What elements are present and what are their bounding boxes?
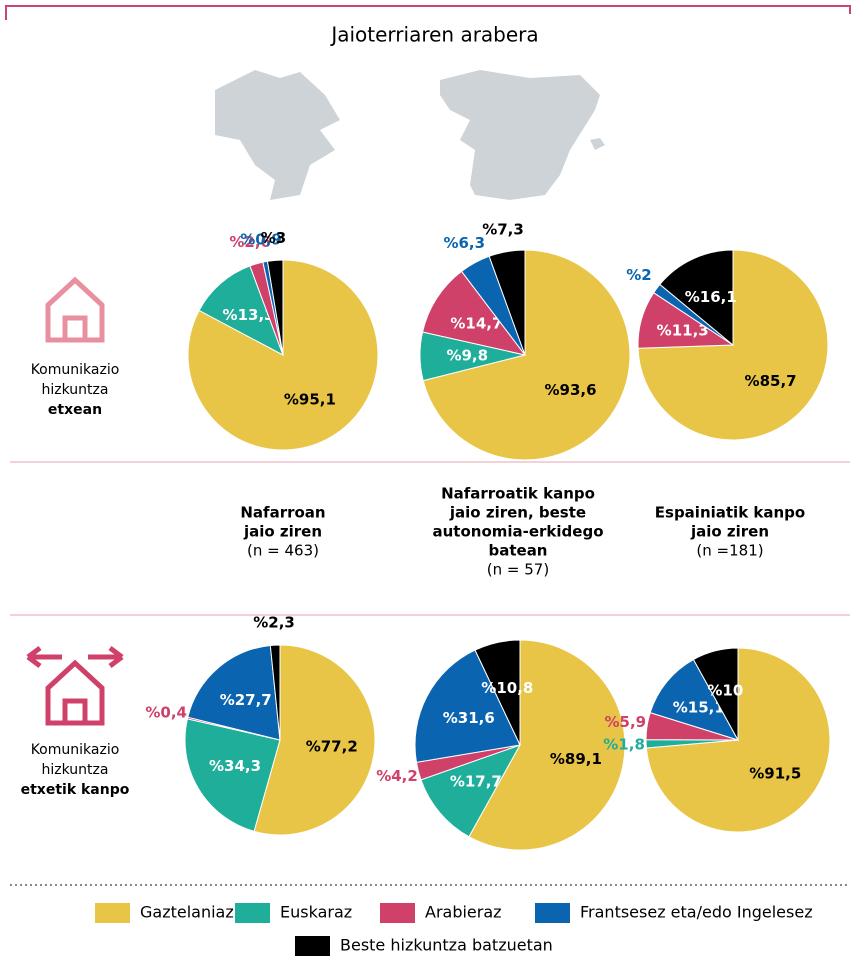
value-label: %2 bbox=[626, 266, 651, 284]
column-label: jaio ziren bbox=[243, 523, 322, 541]
value-label: %4,2 bbox=[376, 767, 418, 785]
column-n: (n = 57) bbox=[487, 561, 549, 579]
column-label: jaio ziren, beste bbox=[449, 504, 586, 522]
value-label: %93,6 bbox=[545, 381, 597, 399]
pie-slice bbox=[474, 639, 521, 746]
value-label: %89,1 bbox=[550, 750, 602, 768]
value-label: %77,2 bbox=[306, 738, 358, 756]
value-label: %7,3 bbox=[482, 220, 524, 238]
pie-slice bbox=[488, 249, 526, 356]
pie-slice bbox=[659, 249, 734, 347]
value-label: %0,9 bbox=[240, 231, 282, 249]
legend-label: Frantsesez eta/edo Ingelesez bbox=[580, 903, 813, 922]
value-label: %11,3 bbox=[657, 321, 709, 339]
legend-label: Euskaraz bbox=[280, 903, 352, 922]
row-label-bold: etxean bbox=[48, 402, 102, 418]
pie-slice bbox=[187, 644, 281, 741]
pie-slice bbox=[468, 639, 626, 851]
value-label: %31,6 bbox=[443, 709, 495, 727]
column-label: jaio ziren bbox=[690, 523, 769, 541]
map-spain bbox=[440, 70, 605, 200]
value-label: %1,8 bbox=[603, 735, 645, 753]
column-label: Nafarroan bbox=[240, 504, 325, 522]
row-label: hizkuntza bbox=[42, 762, 109, 778]
pie-slice bbox=[269, 644, 281, 741]
pie-slice bbox=[649, 658, 740, 741]
value-label: %6,3 bbox=[443, 234, 485, 252]
legend-swatch bbox=[295, 936, 330, 956]
pie-slice bbox=[637, 249, 829, 441]
column-label: batean bbox=[488, 542, 547, 560]
value-label: %85,7 bbox=[745, 372, 797, 390]
value-label: %16,1 bbox=[685, 288, 737, 306]
pie-slice bbox=[184, 718, 281, 833]
legend-swatch bbox=[235, 903, 270, 923]
value-label: %95,1 bbox=[284, 390, 336, 408]
value-label: %91,5 bbox=[749, 765, 801, 783]
map-navarre bbox=[215, 70, 340, 200]
row-label: hizkuntza bbox=[42, 382, 109, 398]
value-label: %14,7 bbox=[450, 314, 502, 332]
pie-slice bbox=[420, 744, 522, 838]
column-label: autonomia-erkidego bbox=[432, 523, 603, 541]
pie-slice bbox=[253, 644, 376, 836]
value-label: %13,3 bbox=[223, 306, 275, 324]
legend-swatch bbox=[95, 903, 130, 923]
column-n: (n = 463) bbox=[247, 542, 319, 560]
house-icon-out bbox=[26, 646, 124, 726]
legend-label: Arabieraz bbox=[425, 903, 502, 922]
value-label: %9,8 bbox=[446, 346, 488, 364]
value-label: %3 bbox=[261, 229, 286, 247]
pie-slice bbox=[198, 265, 284, 357]
title: Jaioterriaren arabera bbox=[329, 23, 538, 47]
column-label: Nafarroatik kanpo bbox=[441, 485, 595, 503]
value-label: %27,7 bbox=[220, 691, 272, 709]
row-label: Komunikazio bbox=[31, 742, 120, 758]
pie-slice bbox=[692, 647, 739, 742]
row-label-bold: etxetik kanpo bbox=[21, 782, 130, 798]
value-label: %0,4 bbox=[145, 703, 187, 721]
legend-swatch bbox=[535, 903, 570, 923]
pie-slice bbox=[266, 259, 284, 356]
pie-slice bbox=[414, 649, 521, 763]
pie-slice bbox=[422, 249, 631, 461]
value-label: %34,3 bbox=[209, 757, 261, 775]
top-border bbox=[5, 5, 851, 20]
legend-label: Gaztelaniaz bbox=[140, 903, 234, 922]
value-label: %10,8 bbox=[481, 679, 533, 697]
value-label: %10 bbox=[707, 682, 743, 700]
pie-slice bbox=[421, 270, 527, 356]
value-label: %17,7 bbox=[450, 773, 502, 791]
row-label: Komunikazio bbox=[31, 362, 120, 378]
legend-swatch bbox=[380, 903, 415, 923]
value-label: %5,9 bbox=[605, 713, 647, 731]
column-label: Espainiatik kanpo bbox=[655, 504, 805, 522]
house-icon bbox=[45, 276, 105, 343]
value-label: %15,1 bbox=[673, 699, 725, 717]
column-n: (n =181) bbox=[696, 542, 763, 560]
legend-label: Beste hizkuntza batzuetan bbox=[340, 936, 553, 955]
value-label: %2,3 bbox=[253, 614, 295, 632]
value-label: %2,6 bbox=[229, 233, 271, 251]
